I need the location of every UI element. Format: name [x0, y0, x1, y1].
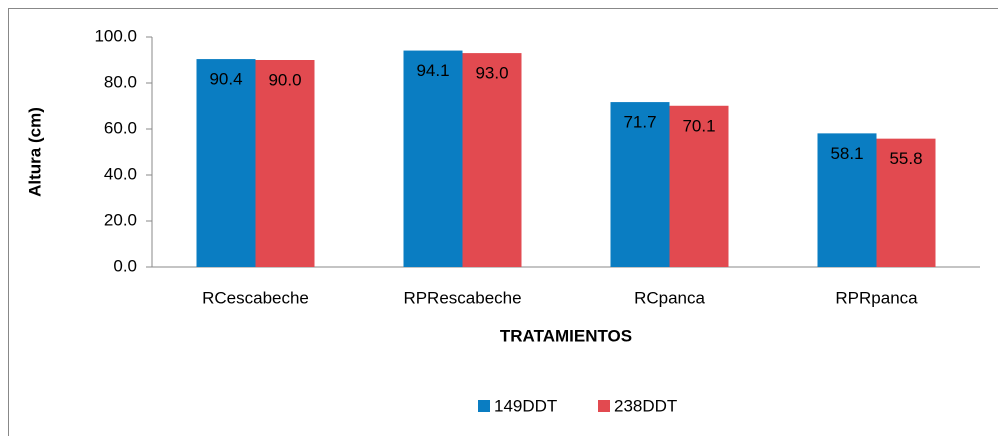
x-tick-label: RCpanca [634, 288, 705, 307]
y-tick-label: 20.0 [104, 210, 137, 229]
legend-swatch [598, 400, 610, 412]
y-axis-title: Altura (cm) [25, 107, 44, 197]
bar [403, 50, 463, 267]
bar [255, 60, 315, 267]
legend-label: 238DDT [614, 396, 677, 415]
bar [610, 102, 670, 267]
legend-swatch [478, 400, 490, 412]
bar [876, 138, 936, 267]
bar [196, 59, 256, 267]
x-tick-label: RPRpanca [835, 288, 918, 307]
data-label: 71.7 [623, 113, 656, 132]
y-tick-label: 100.0 [94, 26, 137, 45]
y-tick-label: 60.0 [104, 118, 137, 137]
bar [462, 53, 522, 267]
data-label: 90.4 [209, 70, 242, 89]
y-tick-label: 80.0 [104, 72, 137, 91]
x-tick-label: RPRescabeche [403, 288, 521, 307]
x-axis-title: TRATAMIENTOS [500, 326, 632, 345]
x-tick-label: RCescabeche [202, 288, 309, 307]
data-label: 58.1 [830, 144, 863, 163]
bar [669, 105, 729, 268]
data-label: 94.1 [416, 61, 449, 80]
legend-label: 149DDT [494, 396, 557, 415]
data-label: 55.8 [889, 149, 922, 168]
bar [817, 133, 877, 267]
data-label: 90.0 [268, 70, 301, 89]
data-label: 93.0 [475, 64, 508, 83]
y-tick-label: 40.0 [104, 164, 137, 183]
chart-frame [8, 8, 998, 436]
data-label: 70.1 [682, 116, 715, 135]
y-tick-label: 0.0 [113, 256, 137, 275]
